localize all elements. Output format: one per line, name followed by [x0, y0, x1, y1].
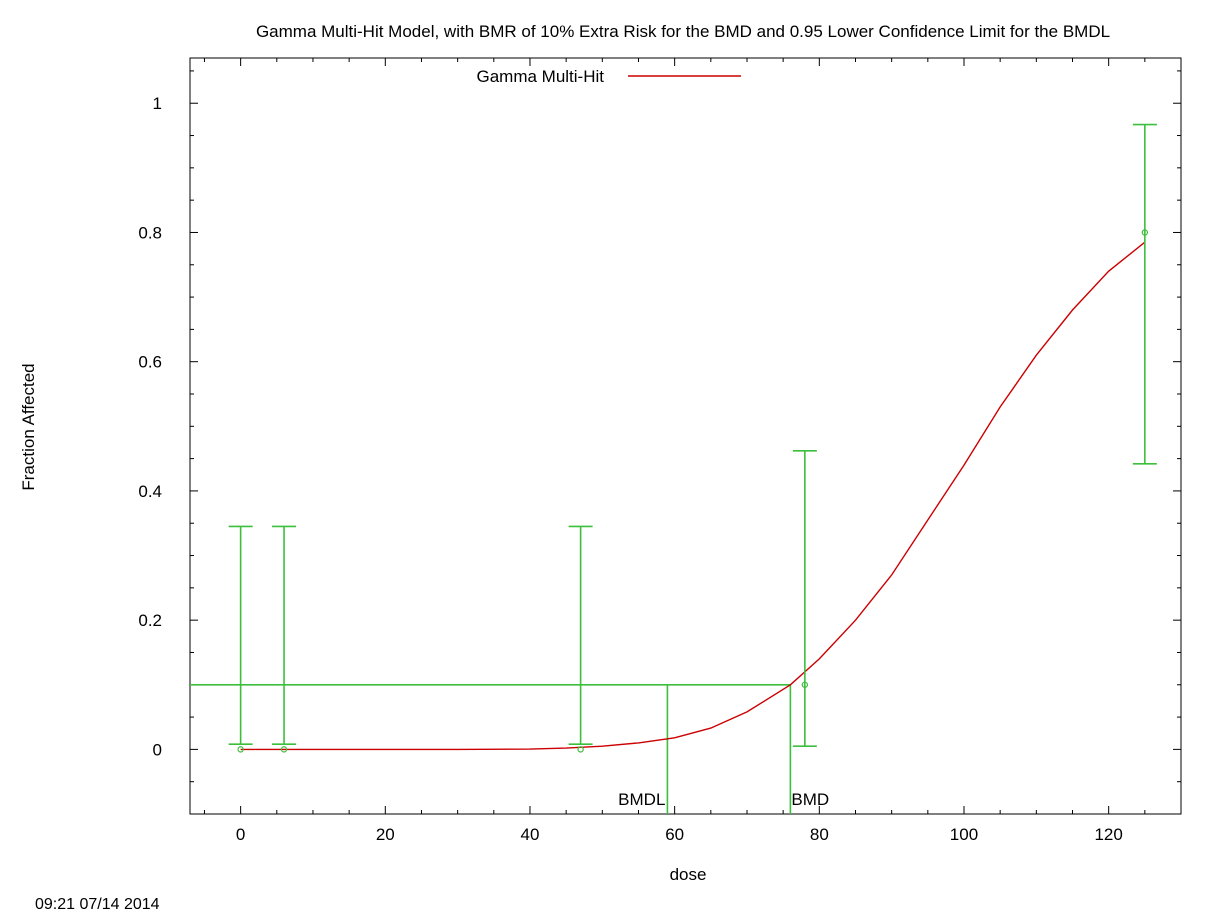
data-point: [280, 746, 288, 753]
data-point: [801, 681, 809, 688]
observation-1: [272, 525, 297, 753]
chart-title: Gamma Multi-Hit Model, with BMR of 10% E…: [256, 22, 1110, 41]
data-layer: BMDL BMD: [190, 123, 1157, 814]
y-tick-label: 0: [153, 740, 162, 759]
observation-4: [1132, 123, 1157, 465]
x-tick-label: 80: [810, 825, 829, 844]
y-tick-label: 0.6: [138, 353, 162, 372]
bmd-label: BMD: [791, 790, 829, 809]
data-point: [237, 746, 244, 753]
x-axis-label: dose: [670, 865, 707, 884]
y-tick-label: 0.8: [138, 223, 162, 242]
timestamp: 09:21 07/14 2014: [35, 896, 160, 913]
observation-3: [792, 450, 817, 747]
legend-label-model: Gamma Multi-Hit: [476, 67, 604, 86]
observation-0: [228, 525, 253, 753]
y-tick-label: 1: [153, 94, 162, 113]
x-tick-label: 20: [376, 825, 395, 844]
data-point: [577, 746, 584, 753]
plot-frame: [189, 57, 1182, 815]
model-curve: [240, 241, 1146, 751]
x-tick-label: 60: [665, 825, 684, 844]
x-tick-label: 100: [950, 825, 978, 844]
x-tick-label: 120: [1094, 825, 1122, 844]
bmdl-label: BMDL: [618, 790, 665, 809]
x-tick-label: 0: [236, 825, 245, 844]
y-tick-label: 0.4: [138, 482, 162, 501]
y-tick-label: 0.2: [138, 611, 162, 630]
y-axis-label: Fraction Affected: [19, 363, 38, 490]
plot-area: 0 20 40 60 80 100 120 0 0.2 0.4 0.6 0.8 1: [138, 57, 1182, 844]
data-point: [1141, 229, 1149, 236]
x-tick-label: 40: [521, 825, 540, 844]
observation-2: [568, 525, 593, 753]
legend: Gamma Multi-Hit: [476, 67, 741, 86]
